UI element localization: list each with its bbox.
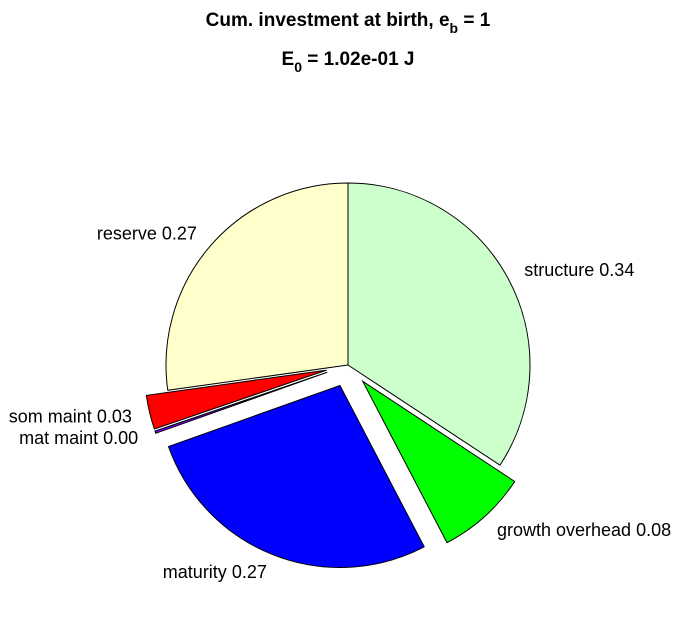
slice-label: som maint 0.03 bbox=[9, 407, 132, 427]
slice-label: mat maint 0.00 bbox=[19, 428, 138, 448]
slice-category: growth overhead bbox=[497, 520, 631, 540]
slice-category: mat maint bbox=[19, 428, 98, 448]
title-part: = 1 bbox=[458, 10, 491, 31]
slice-value: 0.34 bbox=[599, 260, 634, 280]
pie-slice bbox=[361, 379, 516, 544]
slice-value: 0.03 bbox=[97, 407, 132, 427]
subtitle-part: E bbox=[282, 49, 295, 70]
slice-label: reserve 0.27 bbox=[97, 224, 197, 244]
slice-label: structure 0.34 bbox=[524, 260, 634, 280]
title-part: Cum. investment at birth, e bbox=[206, 10, 450, 31]
subtitle-sub: 0 bbox=[294, 59, 302, 75]
title-sub: b bbox=[450, 20, 459, 36]
pie-slice bbox=[167, 384, 425, 568]
subtitle-part: = 1.02e-01 J bbox=[302, 49, 415, 70]
chart-subtitle: E0 = 1.02e-01 J bbox=[282, 49, 415, 75]
pie-slice bbox=[347, 182, 531, 466]
slice-label: growth overhead 0.08 bbox=[497, 520, 671, 540]
slice-category: som maint bbox=[9, 407, 92, 427]
slice-value: 0.27 bbox=[232, 562, 267, 582]
chart-title: Cum. investment at birth, eb = 1 bbox=[206, 10, 491, 36]
slice-category: maturity bbox=[163, 562, 227, 582]
slice-category: structure bbox=[524, 260, 594, 280]
slice-value: 0.08 bbox=[636, 520, 671, 540]
pie-slice bbox=[145, 369, 327, 430]
slice-category: reserve bbox=[97, 224, 157, 244]
pie-slice bbox=[154, 371, 328, 434]
slice-label: maturity 0.27 bbox=[163, 562, 267, 582]
slice-value: 0.27 bbox=[162, 224, 197, 244]
pie-slice bbox=[165, 182, 349, 391]
slice-value: 0.00 bbox=[103, 428, 138, 448]
